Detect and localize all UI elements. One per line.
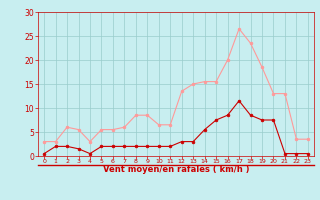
X-axis label: Vent moyen/en rafales ( km/h ): Vent moyen/en rafales ( km/h )	[103, 165, 249, 174]
